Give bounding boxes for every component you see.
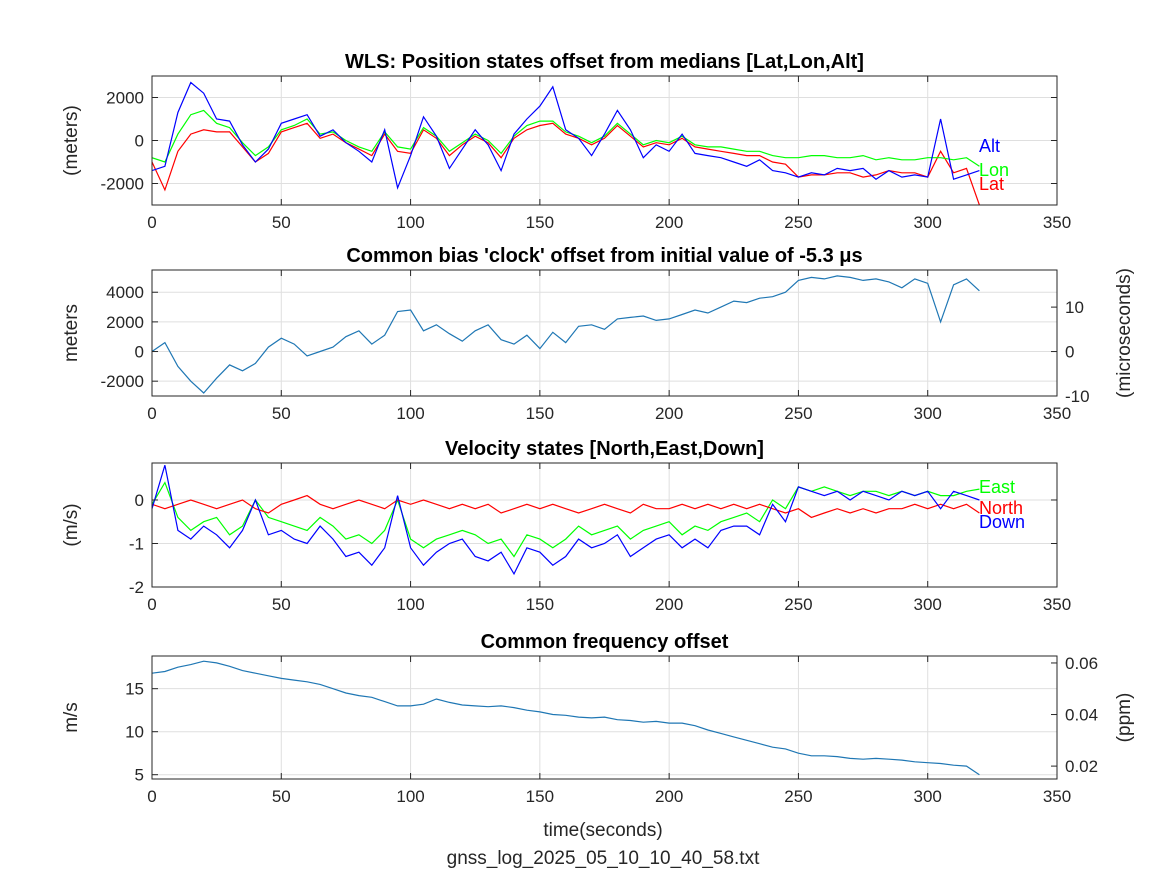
x-tick-label: 50 (272, 404, 291, 423)
x-tick-label: 100 (396, 787, 424, 806)
x-tick-label: 250 (784, 595, 812, 614)
y-tick-label: 2000 (106, 313, 144, 332)
footer-filename: gnss_log_2025_05_10_10_40_58.txt (447, 848, 760, 869)
legend-label-lon: Lon (979, 160, 1009, 180)
y-tick-label: 15 (125, 680, 144, 699)
x-tick-label: 250 (784, 787, 812, 806)
x-tick-label: 350 (1043, 404, 1071, 423)
legend-label-north: North (979, 498, 1023, 518)
y-axis-label: meters (61, 304, 82, 362)
subplot-title: Common bias 'clock' offset from initial … (346, 245, 862, 267)
subplots: 0 50 100 150 200 250 300 350-200002000(meters)W… (61, 51, 1135, 806)
footer-xlabel: time(seconds) (543, 820, 662, 841)
subplot-3: 0 50 100 150 200 250 300 350 -2 -1 0 (m/s) Velocity … (61, 438, 1071, 614)
x-tick-label: 350 (1043, 787, 1071, 806)
y-tick-label: -1 (129, 534, 144, 553)
y-tick-label: 2000 (106, 89, 144, 108)
x-tick-label: 0 (147, 595, 156, 614)
plot-area (152, 463, 1057, 587)
x-tick-label: 250 (784, 213, 812, 232)
y-right-tick-label: -10 (1065, 387, 1090, 406)
series-line-down (152, 465, 980, 576)
series-line-1 (152, 660, 980, 776)
series-line-lat (152, 122, 980, 205)
y-right-tick-label: 0.02 (1065, 757, 1098, 776)
y-tick-label: 5 (135, 766, 144, 785)
y-right-tick-label: 0.04 (1065, 706, 1098, 725)
y-right-axis-label: (ppm) (1114, 693, 1135, 743)
series-line-north (152, 494, 980, 519)
series-line-alt (152, 81, 980, 190)
x-tick-label: 350 (1043, 595, 1071, 614)
legend-label-lat: Lat (979, 174, 1004, 194)
x-tick-label: 0 (147, 213, 156, 232)
x-tick-label: 300 (914, 404, 942, 423)
y-axis-label: (meters) (61, 105, 82, 176)
subplot-4: 0 50 100 150 200 250 300 350 5 10 15 0.02 0.04 0.06 (p… (61, 631, 1135, 806)
y-axis-label: m/s (61, 702, 82, 733)
x-tick-label: 50 (272, 787, 291, 806)
x-tick-label: 0 (147, 404, 156, 423)
x-tick-label: 100 (396, 404, 424, 423)
y-tick-label: -2000 (101, 372, 144, 391)
plot-area (152, 270, 1057, 396)
series-line-lon (152, 109, 980, 167)
y-axis-label: (m/s) (61, 503, 82, 546)
x-tick-label: 100 (396, 595, 424, 614)
x-tick-label: 300 (914, 213, 942, 232)
x-tick-label: 350 (1043, 213, 1071, 232)
legend-label-down: Down (979, 512, 1025, 532)
x-tick-label: 150 (526, 404, 554, 423)
x-tick-label: 150 (526, 787, 554, 806)
x-tick-label: 0 (147, 787, 156, 806)
x-tick-label: 200 (655, 404, 683, 423)
x-tick-label: 100 (396, 213, 424, 232)
y-right-axis-label: (microseconds) (1114, 268, 1135, 398)
y-tick-label: 0 (135, 491, 144, 510)
axes-box (151, 269, 1058, 397)
subplot-title: WLS: Position states offset from medians… (345, 51, 864, 73)
legend-label-east: East (979, 477, 1015, 497)
subplot-2: 0 50 100 150 200 250 300 350-2000020004000-1001… (61, 245, 1135, 423)
x-tick-label: 250 (784, 404, 812, 423)
x-tick-label: 50 (272, 213, 291, 232)
y-right-tick-label: 0 (1065, 343, 1074, 362)
axes-box (151, 462, 1058, 588)
subplot-title: Common frequency offset (481, 631, 729, 653)
y-right-tick-label: 10 (1065, 298, 1084, 317)
y-tick-label: -2 (129, 578, 144, 597)
x-tick-label: 150 (526, 595, 554, 614)
subplot-title: Velocity states [North,East,Down] (445, 438, 764, 460)
legend-label-alt: Alt (979, 136, 1000, 156)
series-line-east (152, 481, 980, 558)
axes-box (151, 655, 1058, 780)
y-tick-label: 10 (125, 723, 144, 742)
y-tick-label: 4000 (106, 283, 144, 302)
x-tick-label: 300 (914, 787, 942, 806)
y-right-tick-label: 0.06 (1065, 654, 1098, 673)
x-tick-label: 300 (914, 595, 942, 614)
subplot-1: 0 50 100 150 200 250 300 350-200002000(meters)W… (61, 51, 1071, 232)
y-tick-label: 0 (135, 132, 144, 151)
x-tick-label: 200 (655, 213, 683, 232)
x-tick-label: 200 (655, 595, 683, 614)
x-tick-label: 150 (526, 213, 554, 232)
y-tick-label: 0 (135, 343, 144, 362)
x-tick-label: 50 (272, 595, 291, 614)
y-tick-label: -2000 (101, 175, 144, 194)
series-line-1 (152, 275, 980, 394)
x-tick-label: 200 (655, 787, 683, 806)
